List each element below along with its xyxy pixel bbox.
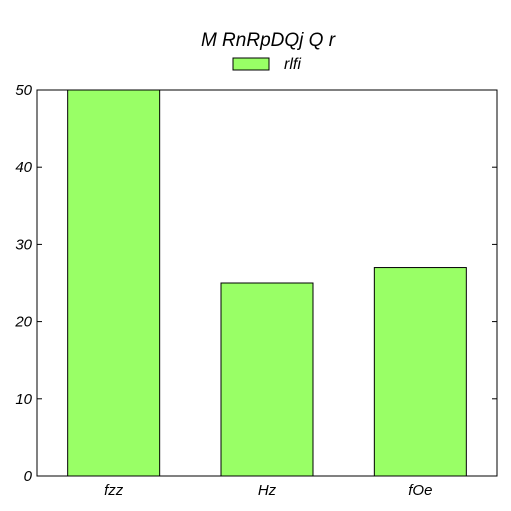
- bar-Hz: [221, 283, 313, 476]
- y-tick-label: 0: [24, 468, 33, 485]
- y-tick-label: 50: [15, 82, 32, 99]
- bar-fOe: [374, 268, 466, 476]
- legend-swatch: [233, 58, 269, 70]
- x-tick-label: fOe: [408, 482, 432, 499]
- y-tick-label: 20: [14, 314, 32, 331]
- x-tick-label: fzz: [104, 482, 124, 499]
- y-tick-label: 40: [15, 159, 32, 176]
- x-axis: fzz Hz fOe: [104, 482, 432, 499]
- y-tick-label: 30: [15, 236, 32, 253]
- legend: rlfi: [228, 52, 308, 76]
- legend-label: rlfi: [284, 56, 301, 73]
- x-tick-label: Hz: [258, 482, 277, 499]
- chart-title: M RnRpDQj Q r: [201, 30, 336, 51]
- bars-group: [68, 90, 467, 476]
- y-tick-label: 10: [15, 391, 32, 408]
- bar-fzz: [68, 90, 160, 476]
